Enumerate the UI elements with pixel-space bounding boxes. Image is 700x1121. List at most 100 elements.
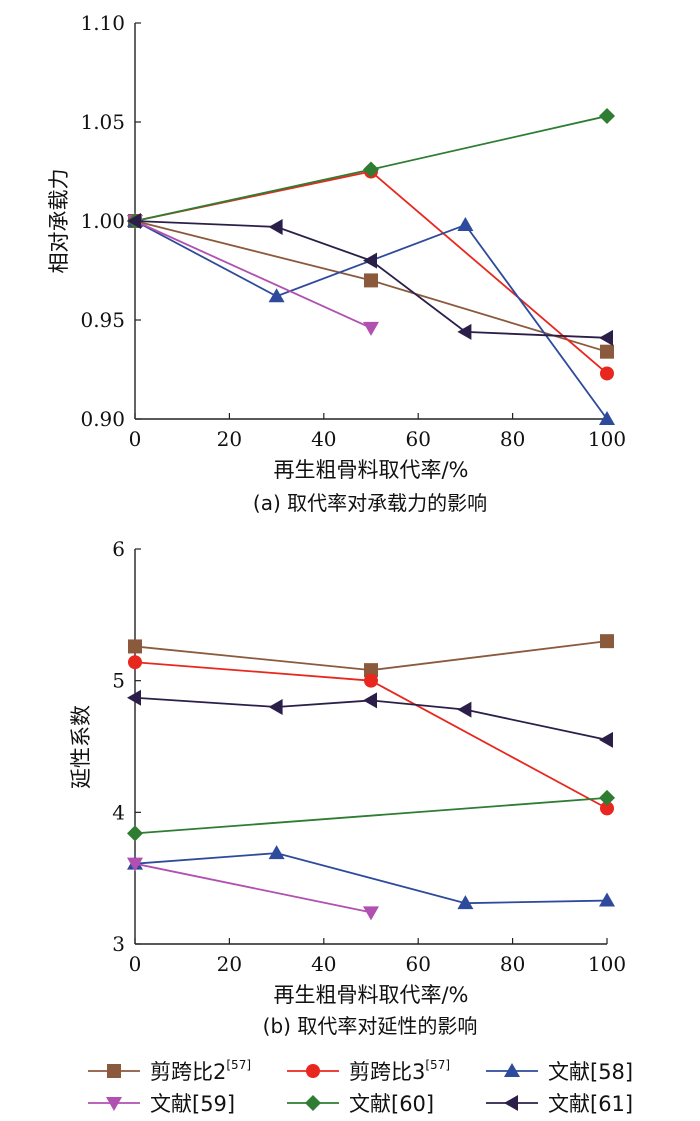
series-60-a <box>127 108 615 229</box>
data-point <box>599 892 615 907</box>
data-point <box>363 252 377 269</box>
legend-label: 剪跨比3[57] <box>349 1058 450 1084</box>
chart-caption: (a) 取代率对承载力的影响 <box>253 491 487 515</box>
data-point <box>128 639 142 654</box>
series-line <box>134 220 372 329</box>
data-point <box>268 288 285 303</box>
y-tick-label: 0.90 <box>80 407 125 431</box>
legend: 剪跨比2[57] 剪跨比3[57] 文献[58]文献[59] 文献[60] 文献[61] <box>88 1058 633 1116</box>
x-tick-label: 20 <box>217 952 242 976</box>
legend-label: 文献[61] <box>548 1092 633 1116</box>
series-3-a <box>128 164 614 381</box>
data-point <box>127 213 141 229</box>
series-59-a <box>127 215 379 336</box>
x-axis-title: 再生粗骨料取代率/% <box>273 458 468 482</box>
series-58-b <box>127 845 615 910</box>
x-tick-label: 0 <box>129 952 142 976</box>
legend-item-60: 文献[60] <box>287 1092 434 1116</box>
x-axis-title: 再生粗骨料取代率/% <box>273 983 468 1007</box>
data-point <box>128 655 142 670</box>
data-point <box>457 701 472 718</box>
data-point <box>600 366 614 381</box>
series-2-b <box>128 634 614 678</box>
data-point <box>599 789 615 806</box>
x-tick-label: 100 <box>588 427 626 451</box>
series-line <box>134 220 608 420</box>
chart-panel-b: 0 20 40 60 80 100 3 4 5 6 再生粗骨料取代率/% 延性系数 (b) 取代率对延性… <box>69 537 626 1038</box>
data-point <box>268 218 283 235</box>
data-point <box>363 321 379 336</box>
legend-label: 文献[58] <box>548 1060 633 1084</box>
series-line <box>134 862 372 914</box>
data-point <box>599 731 613 748</box>
legend-marker <box>305 1095 321 1111</box>
y-tick-label: 5 <box>112 669 125 693</box>
data-point <box>364 673 378 688</box>
x-tick-label: 40 <box>311 427 336 451</box>
data-point <box>364 273 378 288</box>
legend-ref-superscript: [57] <box>425 1058 450 1072</box>
legend-item-3: 剪跨比3[57] <box>287 1058 450 1084</box>
chart-panel-a: 0 20 40 60 80 100 0.90 0.95 1.00 1.05 1.10 再生粗骨料取代率… <box>47 11 626 515</box>
data-point <box>363 692 377 709</box>
data-point <box>599 108 615 125</box>
data-point <box>599 329 613 346</box>
series-58-a <box>127 213 615 425</box>
x-tick-label: 80 <box>500 952 525 976</box>
series-2-a <box>128 214 614 359</box>
x-tick-label: 80 <box>500 427 525 451</box>
y-axis-title: 相对承载力 <box>47 169 71 274</box>
legend-label-text: 文献[59] <box>150 1092 235 1116</box>
legend-label: 剪跨比2[57] <box>150 1058 251 1084</box>
legend-label-text: 剪跨比3 <box>349 1060 425 1084</box>
data-point <box>127 857 143 872</box>
data-point <box>127 825 143 842</box>
legend-item-2: 剪跨比2[57] <box>88 1058 251 1084</box>
y-tick-label: 6 <box>112 537 125 561</box>
legend-item-61: 文献[61] <box>486 1092 633 1116</box>
y-tick-label: 0.95 <box>80 308 125 332</box>
legend-item-59: 文献[59] <box>88 1092 235 1116</box>
series-line <box>134 170 608 375</box>
y-tick-label: 3 <box>112 932 125 956</box>
x-tick-label: 100 <box>588 952 626 976</box>
chart-caption: (b) 取代率对延性的影响 <box>263 1014 478 1038</box>
y-tick-label: 1.00 <box>80 209 125 233</box>
legend-marker <box>306 1064 320 1078</box>
y-tick-label: 4 <box>112 800 125 824</box>
data-point <box>364 663 378 678</box>
series-3-b <box>128 655 614 816</box>
series-61-a <box>127 213 613 346</box>
legend-label-text: 文献[60] <box>349 1092 434 1116</box>
data-point <box>600 344 614 359</box>
data-point <box>600 801 614 816</box>
data-point <box>268 699 283 715</box>
legend-marker <box>504 1063 520 1077</box>
legend-item-58: 文献[58] <box>486 1060 633 1084</box>
legend-ref-superscript: [57] <box>226 1058 251 1072</box>
legend-label: 文献[60] <box>349 1092 434 1116</box>
series-line <box>134 796 608 835</box>
y-tick-label: 1.10 <box>80 11 125 35</box>
data-point <box>363 906 379 921</box>
data-point <box>457 895 474 910</box>
data-point <box>268 845 285 860</box>
legend-label-text: 文献[61] <box>548 1092 633 1116</box>
x-tick-label: 60 <box>405 427 430 451</box>
data-point <box>599 411 615 425</box>
x-tick-label: 40 <box>311 952 336 976</box>
y-tick-label: 1.05 <box>80 110 125 134</box>
legend-label: 文献[59] <box>150 1092 235 1116</box>
series-59-b <box>127 857 379 921</box>
legend-label-text: 文献[58] <box>548 1060 633 1084</box>
legend-label-text: 剪跨比2 <box>150 1060 226 1084</box>
series-61-b <box>127 689 613 748</box>
legend-marker <box>106 1097 122 1111</box>
data-point <box>363 161 379 178</box>
data-point <box>457 216 474 231</box>
series-60-b <box>127 789 615 842</box>
data-point <box>127 689 141 706</box>
data-point <box>600 634 614 649</box>
data-point <box>457 323 472 340</box>
